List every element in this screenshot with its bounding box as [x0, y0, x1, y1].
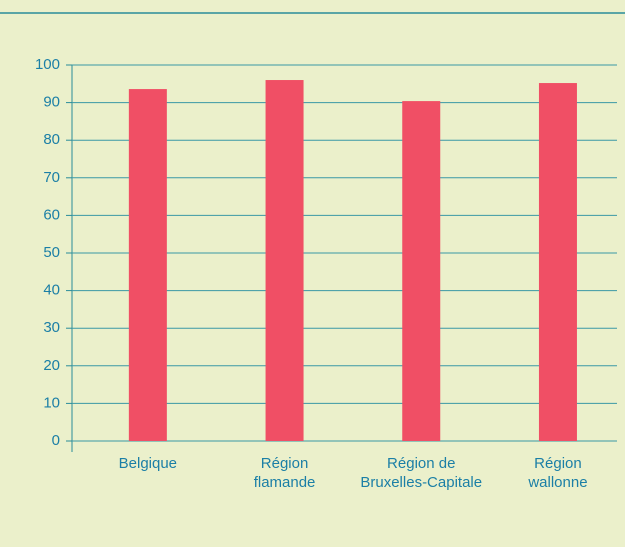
y-tick-label: 70 [43, 169, 60, 186]
y-tick-label: 50 [43, 244, 60, 261]
x-tick-label: Belgique [119, 455, 177, 472]
bar [265, 80, 304, 441]
bar [128, 89, 167, 442]
x-tick-label: wallonne [527, 474, 587, 491]
y-tick-label: 20 [43, 357, 60, 374]
y-tick-label: 0 [52, 432, 60, 449]
x-tick-label: Région de [387, 455, 455, 472]
bar [402, 101, 441, 441]
y-tick-label: 40 [43, 282, 60, 299]
y-tick-label: 10 [43, 394, 60, 411]
y-tick-label: 80 [43, 131, 60, 148]
x-tick-label: Région [261, 455, 309, 472]
x-tick-label: Région [534, 455, 582, 472]
bar [538, 83, 577, 441]
x-tick-label: Bruxelles-Capitale [360, 474, 482, 491]
y-tick-label: 60 [43, 206, 60, 223]
y-tick-label: 100 [35, 56, 60, 73]
y-tick-label: 90 [43, 94, 60, 111]
y-tick-label: 30 [43, 319, 60, 336]
x-tick-label: flamande [254, 474, 316, 491]
